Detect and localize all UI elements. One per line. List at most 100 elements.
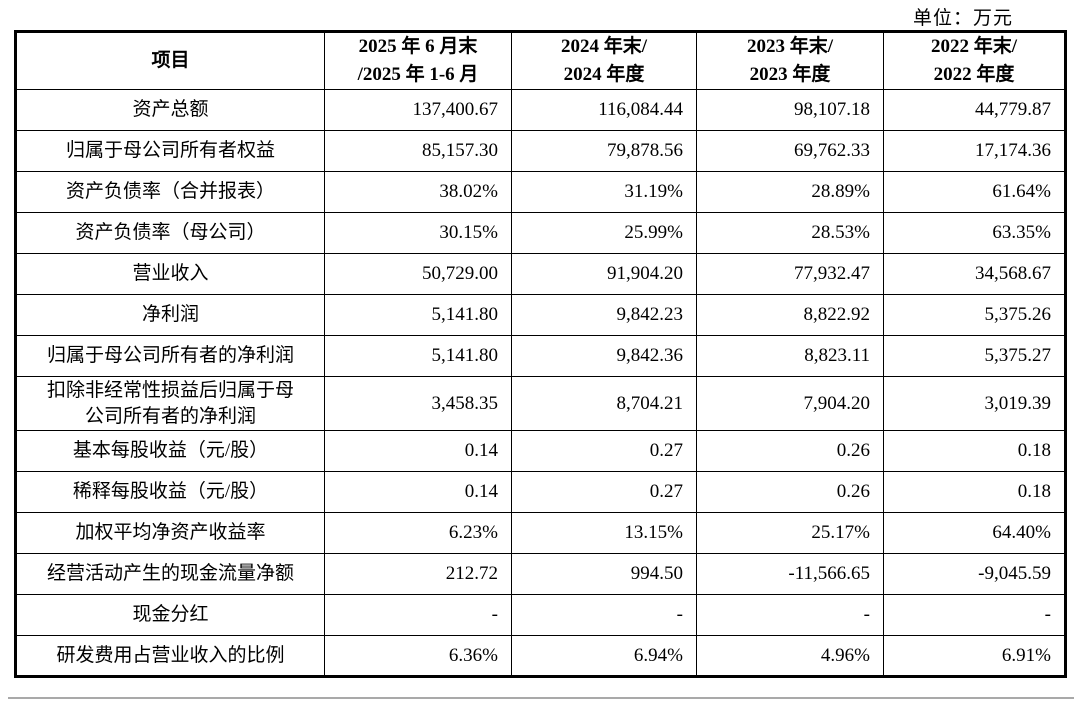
row-value-cell: 0.26: [696, 471, 884, 513]
table-row: 归属于母公司所有者权益 85,157.30 79,878.56 69,762.33 17…: [15, 130, 1066, 172]
row-item-label: 归属于母公司所有者权益: [15, 130, 325, 172]
row-value-cell: 0.26: [696, 430, 884, 472]
row-value-cell: -: [324, 594, 512, 636]
row-value-cell: 69,762.33: [696, 130, 884, 172]
table-row: 现金分红 - - - -: [15, 594, 1066, 636]
row-value-cell: -: [511, 594, 697, 636]
row-value-cell: 13.15%: [511, 512, 697, 554]
row-value-cell: 25.99%: [511, 212, 697, 254]
table-row: 资产负债率（母公司） 30.15% 25.99% 28.53% 63.35%: [15, 212, 1066, 254]
row-value-cell: 91,904.20: [511, 253, 697, 295]
row-value-cell: 31.19%: [511, 171, 697, 213]
row-value-cell: 7,904.20: [696, 376, 884, 431]
row-value-cell: 3,458.35: [324, 376, 512, 431]
row-value-cell: 8,823.11: [696, 335, 884, 377]
table-row: 加权平均净资产收益率 6.23% 13.15% 25.17% 64.40%: [15, 512, 1066, 554]
row-value-cell: 17,174.36: [883, 130, 1066, 172]
row-value-cell: 63.35%: [883, 212, 1066, 254]
header-period-line2: /2025 年 1-6 月: [357, 64, 479, 85]
row-item-label: 现金分红: [15, 594, 325, 636]
row-value-cell: 25.17%: [696, 512, 884, 554]
row-item-label: 扣除非经常性损益后归属于母 公司所有者的净利润: [15, 376, 325, 431]
row-value-cell: 116,084.44: [511, 89, 697, 131]
row-value-cell: 0.14: [324, 471, 512, 513]
row-item-label: 资产负债率（合并报表）: [15, 171, 325, 213]
table-body: 资产总额 137,400.67 116,084.44 98,107.18 44,779.…: [15, 89, 1066, 677]
row-value-cell: 212.72: [324, 553, 512, 595]
row-value-cell: 85,157.30: [324, 130, 512, 172]
row-value-cell: -: [883, 594, 1066, 636]
row-value-cell: 6.23%: [324, 512, 512, 554]
row-value-cell: 3,019.39: [883, 376, 1066, 431]
header-period-line1: 2022 年末/: [930, 36, 1018, 58]
row-value-cell: -: [696, 594, 884, 636]
row-item-label: 资产总额: [15, 89, 325, 131]
row-value-cell: 5,375.26: [883, 294, 1066, 336]
row-value-cell: -9,045.59: [883, 553, 1066, 595]
header-period-line1: 2025 年 6 月末: [358, 36, 478, 58]
row-value-cell: 9,842.23: [511, 294, 697, 336]
header-row: 项目 2025 年 6 月末 /2025 年 1-6 月 2024 年末/ 20…: [15, 31, 1066, 90]
row-item-label: 净利润: [15, 294, 325, 336]
row-value-cell: 8,704.21: [511, 376, 697, 431]
table-row: 营业收入 50,729.00 91,904.20 77,932.47 34,568.67: [15, 253, 1066, 295]
row-value-cell: 6.36%: [324, 635, 512, 677]
row-item-label: 经营活动产生的现金流量净额: [15, 553, 325, 595]
row-value-cell: 5,141.80: [324, 335, 512, 377]
header-period-line1: 2024 年末/: [560, 36, 648, 58]
row-value-cell: 98,107.18: [696, 89, 884, 131]
row-value-cell: 5,375.27: [883, 335, 1066, 377]
row-item-label: 营业收入: [15, 253, 325, 295]
row-item-label: 加权平均净资产收益率: [15, 512, 325, 554]
table-row: 资产总额 137,400.67 116,084.44 98,107.18 44,779.…: [15, 89, 1066, 131]
row-value-cell: 5,141.80: [324, 294, 512, 336]
row-value-cell: 28.53%: [696, 212, 884, 254]
row-value-cell: 0.27: [511, 471, 697, 513]
row-value-cell: 6.94%: [511, 635, 697, 677]
row-value-cell: 38.02%: [324, 171, 512, 213]
row-value-cell: 64.40%: [883, 512, 1066, 554]
table-row: 研发费用占营业收入的比例 6.36% 6.94% 4.96% 6.91%: [15, 635, 1066, 677]
table-header: 项目 2025 年 6 月末 /2025 年 1-6 月 2024 年末/ 20…: [15, 31, 1066, 90]
header-period-2025: 2025 年 6 月末 /2025 年 1-6 月: [324, 31, 512, 90]
row-item-label: 稀释每股收益（元/股）: [15, 471, 325, 513]
row-value-cell: 44,779.87: [883, 89, 1066, 131]
row-item-label: 研发费用占营业收入的比例: [15, 635, 325, 677]
row-value-cell: 0.18: [883, 471, 1066, 513]
row-value-cell: 0.27: [511, 430, 697, 472]
table-row: 净利润 5,141.80 9,842.23 8,822.92 5,375.26: [15, 294, 1066, 336]
row-item-label: 归属于母公司所有者的净利润: [15, 335, 325, 377]
header-period-2024: 2024 年末/ 2024 年度: [511, 31, 697, 90]
row-value-cell: 28.89%: [696, 171, 884, 213]
row-value-cell: 8,822.92: [696, 294, 884, 336]
row-value-cell: 994.50: [511, 553, 697, 595]
row-value-cell: 9,842.36: [511, 335, 697, 377]
row-value-cell: 4.96%: [696, 635, 884, 677]
row-value-cell: -11,566.65: [696, 553, 884, 595]
table-row: 经营活动产生的现金流量净额 212.72 994.50 -11,566.65 -9,04…: [15, 553, 1066, 595]
row-value-cell: 137,400.67: [324, 89, 512, 131]
financial-indicators-table: 项目 2025 年 6 月末 /2025 年 1-6 月 2024 年末/ 20…: [14, 30, 1067, 678]
page-footer-divider: [8, 697, 1074, 699]
header-period-2023: 2023 年末/ 2023 年度: [696, 31, 884, 90]
row-value-cell: 30.15%: [324, 212, 512, 254]
header-period-2022: 2022 年末/ 2022 年度: [883, 31, 1066, 90]
row-item-label: 基本每股收益（元/股）: [15, 430, 325, 472]
row-item-label: 资产负债率（母公司）: [15, 212, 325, 254]
header-period-line2: 2022 年度: [933, 64, 1015, 85]
header-period-line2: 2023 年度: [749, 64, 831, 85]
table-row: 扣除非经常性损益后归属于母 公司所有者的净利润 3,458.35 8,704.21 7…: [15, 376, 1066, 431]
table-row: 基本每股收益（元/股） 0.14 0.27 0.26 0.18: [15, 430, 1066, 472]
unit-label: 单位：万元: [912, 8, 1013, 29]
row-value-cell: 34,568.67: [883, 253, 1066, 295]
header-period-line2: 2024 年度: [563, 64, 645, 85]
row-value-cell: 6.91%: [883, 635, 1066, 677]
table-row: 资产负债率（合并报表） 38.02% 31.19% 28.89% 61.64%: [15, 171, 1066, 213]
row-value-cell: 0.14: [324, 430, 512, 472]
table-row: 稀释每股收益（元/股） 0.14 0.27 0.26 0.18: [15, 471, 1066, 513]
row-value-cell: 50,729.00: [324, 253, 512, 295]
row-value-cell: 61.64%: [883, 171, 1066, 213]
row-value-cell: 77,932.47: [696, 253, 884, 295]
table-row: 归属于母公司所有者的净利润 5,141.80 9,842.36 8,823.11 5,3…: [15, 335, 1066, 377]
